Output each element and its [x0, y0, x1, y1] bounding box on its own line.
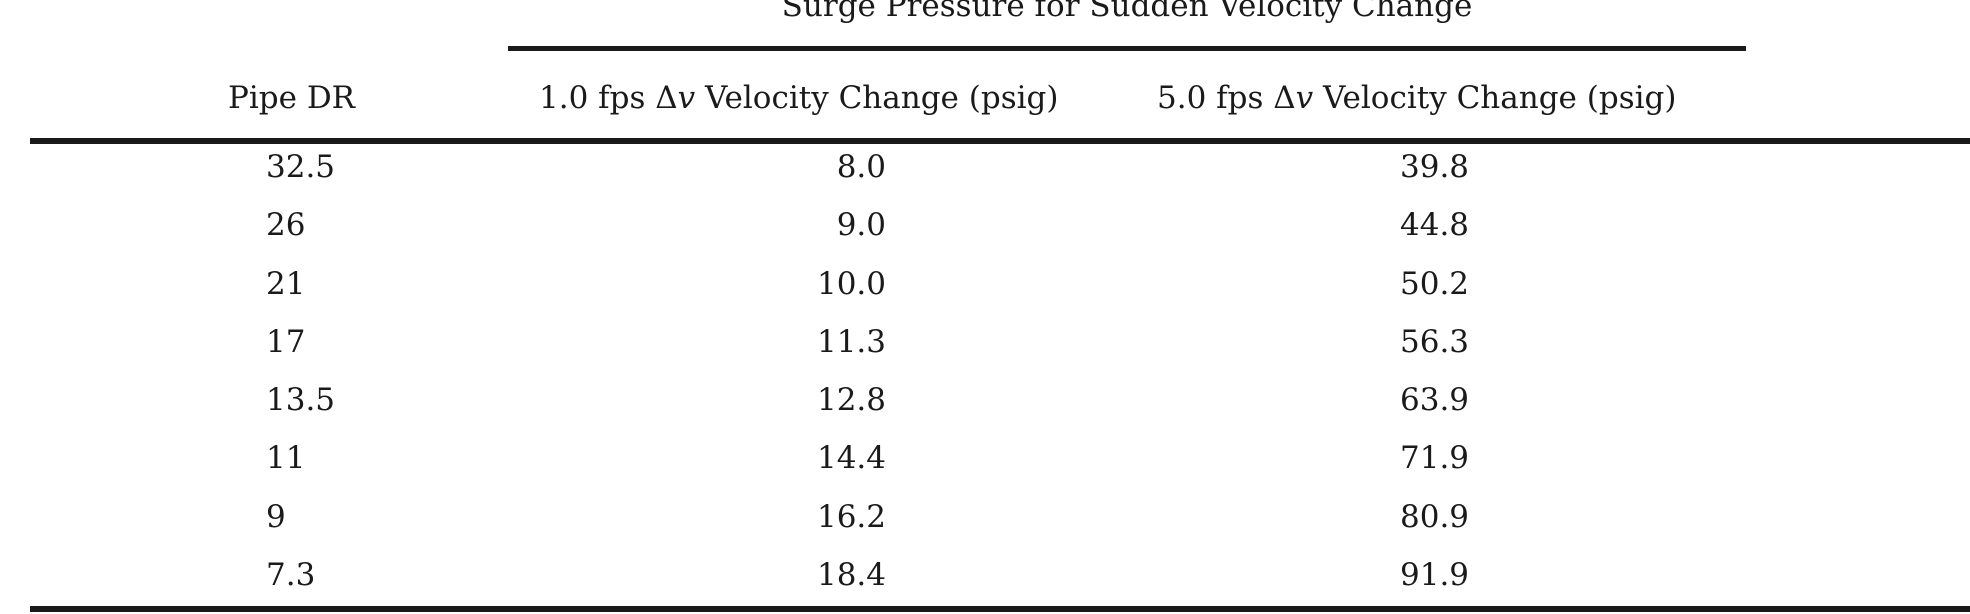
table-row: 21 10.0 50.2	[0, 264, 1970, 322]
table-row: 17 11.3 56.3	[0, 322, 1970, 380]
delta-symbol: Δ	[655, 80, 678, 116]
table-body: 32.5 8.0 39.8 26 9.0 44.8 21 10.0 50.2 1…	[0, 147, 1970, 613]
surge-5fps-cell: 39.8	[1400, 149, 1470, 185]
column-header-1fps: 1.0 fps Δv Velocity Change (psig)	[539, 78, 1058, 118]
surge-5fps-cell: 56.3	[1400, 323, 1470, 360]
surge-1fps-cell: 12.8	[816, 382, 886, 419]
table-row: 11 14.4 71.9	[0, 438, 1970, 496]
column-header-pipe-dr: Pipe DR	[228, 78, 355, 118]
bottom-rule	[30, 606, 1970, 612]
pipe-dr-cell: 26	[266, 207, 306, 244]
pipe-dr-cell: 7.3	[266, 557, 316, 594]
surge-1fps-cell: 18.4	[816, 557, 886, 594]
surge-1fps-cell: 16.2	[816, 498, 886, 535]
column-header-prefix: 5.0 fps	[1157, 80, 1274, 116]
pipe-dr-cell: 13.5	[266, 382, 336, 419]
surge-1fps-cell: 10.0	[816, 265, 886, 302]
column-header-5fps: 5.0 fps Δv Velocity Change (psig)	[1157, 78, 1676, 118]
column-header-suffix: Velocity Change (psig)	[695, 80, 1059, 116]
surge-5fps-cell: 44.8	[1400, 207, 1470, 244]
delta-symbol: Δ	[1273, 80, 1296, 116]
table-row: 9 16.2 80.9	[0, 497, 1970, 555]
pipe-dr-cell: 17	[266, 323, 306, 360]
surge-5fps-cell: 80.9	[1400, 498, 1470, 535]
group-header-rule	[508, 46, 1746, 51]
table-row: 13.5 12.8 63.9	[0, 380, 1970, 438]
surge-5fps-cell: 91.9	[1400, 557, 1470, 594]
surge-5fps-cell: 71.9	[1400, 440, 1470, 477]
surge-1fps-cell: 11.3	[816, 323, 886, 360]
column-header-prefix: 1.0 fps	[539, 80, 656, 116]
table-row: 26 9.0 44.8	[0, 205, 1970, 263]
group-header: Surge Pressure for Sudden Velocity Chang…	[781, 0, 1473, 24]
pipe-dr-cell: 32.5	[266, 149, 336, 185]
table-row: 7.3 18.4 91.9	[0, 555, 1970, 613]
column-header-suffix: Velocity Change (psig)	[1313, 80, 1677, 116]
velocity-variable: v	[1295, 80, 1314, 116]
velocity-variable: v	[677, 80, 696, 116]
pipe-dr-cell: 21	[266, 265, 306, 302]
table-row: 32.5 8.0 39.8	[0, 147, 1970, 205]
surge-1fps-cell: 14.4	[816, 440, 886, 477]
header-rule	[30, 138, 1970, 144]
surge-5fps-cell: 50.2	[1400, 265, 1470, 302]
surge-1fps-cell: 9.0	[836, 207, 886, 244]
surge-1fps-cell: 8.0	[836, 149, 886, 185]
surge-5fps-cell: 63.9	[1400, 382, 1470, 419]
pipe-dr-cell: 9	[266, 498, 286, 535]
pipe-dr-cell: 11	[266, 440, 306, 477]
column-header-text: Pipe DR	[228, 80, 356, 116]
